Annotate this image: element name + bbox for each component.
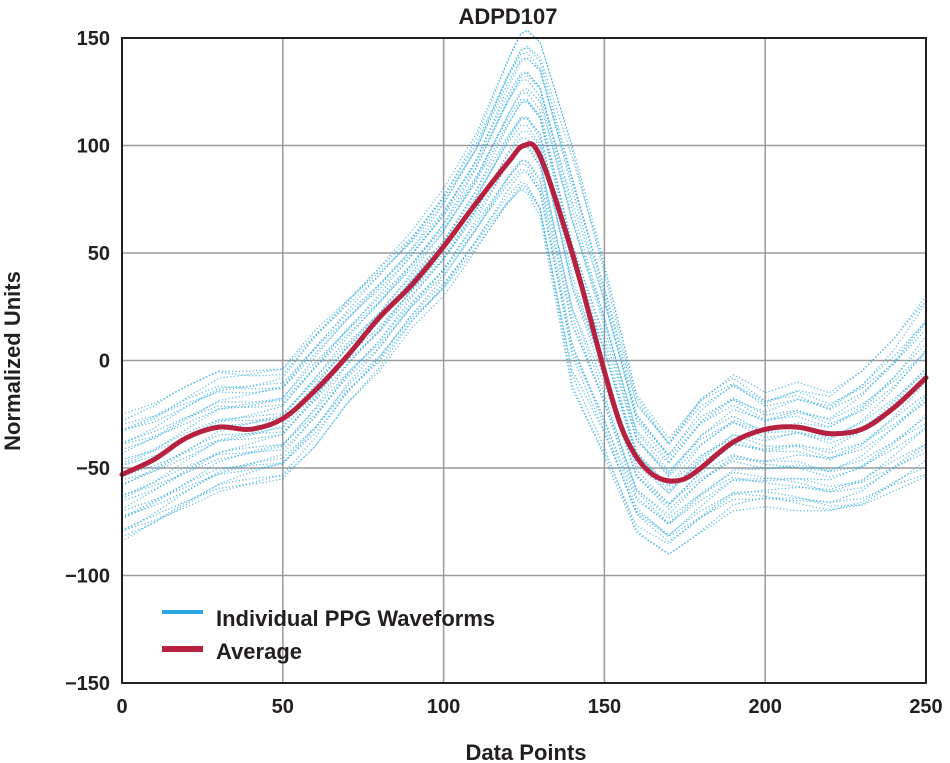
y-axis-title: Normalized Units [0, 271, 25, 451]
individual-waveform [121, 117, 927, 488]
x-tick-label: 50 [272, 696, 294, 718]
x-tick-label: 100 [427, 696, 460, 718]
individual-waveform [121, 184, 927, 555]
y-tick-label: 150 [77, 28, 110, 50]
individual-waveform [121, 45, 927, 440]
individual-waveform [121, 144, 927, 516]
plot-frame [121, 37, 927, 684]
x-axis-title: Data Points [465, 740, 586, 763]
x-tick-label: 200 [749, 696, 782, 718]
individual-waveform [121, 29, 927, 445]
individual-waveform [121, 29, 927, 446]
average-line [119, 141, 929, 484]
individual-waveform [121, 159, 927, 543]
grid-lines [121, 37, 927, 684]
individual-waveform [121, 137, 927, 526]
individual-waveform [121, 145, 927, 505]
y-tick-label: −50 [76, 458, 110, 480]
individual-waveform [121, 92, 927, 495]
individual-waveform [121, 74, 927, 456]
individual-waveform [121, 46, 927, 463]
y-tick-label: 50 [88, 243, 110, 265]
individual-waveform [121, 56, 927, 444]
individual-waveform [121, 124, 927, 495]
individual-waveform [121, 117, 927, 507]
y-tick-label: −100 [65, 566, 110, 588]
chart-title: ADPD107 [458, 4, 557, 29]
individual-waveforms [121, 29, 927, 555]
y-tick-label: −150 [65, 673, 110, 695]
individual-waveform [121, 71, 927, 477]
individual-waveform [121, 51, 927, 457]
individual-waveform [121, 181, 927, 555]
individual-waveform [121, 160, 927, 520]
individual-waveform [121, 71, 927, 478]
individual-waveform [121, 189, 927, 545]
x-tick-label: 0 [116, 696, 127, 718]
individual-waveform [121, 116, 927, 511]
individual-waveform [121, 100, 927, 492]
individual-waveform [121, 142, 927, 525]
individual-waveform [121, 87, 927, 473]
individual-waveform [121, 98, 927, 486]
individual-waveform [121, 187, 927, 537]
x-tick-label: 150 [588, 696, 621, 718]
legend-label-average: Average [216, 639, 302, 664]
legend: Individual PPG Waveforms Average [162, 606, 495, 664]
individual-waveform [121, 79, 927, 465]
individual-waveform [121, 168, 927, 524]
tick-labels: 0 50 100 150 200 250 150 100 50 0 −50 −100 −150 [65, 28, 943, 718]
individual-waveform [121, 101, 927, 474]
y-tick-label: 0 [99, 351, 110, 373]
y-tick-label: 100 [77, 136, 110, 158]
individual-waveform [121, 172, 927, 538]
x-tick-label: 250 [909, 696, 942, 718]
legend-label-individual: Individual PPG Waveforms [216, 606, 495, 631]
